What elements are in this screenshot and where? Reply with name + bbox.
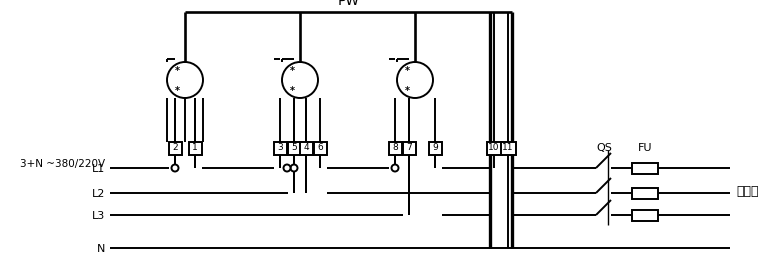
Circle shape (397, 62, 433, 98)
Text: 3+N ~380/220V: 3+N ~380/220V (20, 159, 105, 169)
Bar (403, 141, 416, 154)
Text: N: N (96, 244, 105, 254)
Circle shape (391, 165, 399, 172)
Bar (389, 141, 402, 154)
Bar (189, 141, 202, 154)
Text: 9: 9 (432, 143, 438, 153)
Circle shape (171, 165, 179, 172)
Text: QS: QS (596, 143, 612, 153)
Text: *: * (404, 86, 410, 96)
Text: 8: 8 (392, 143, 398, 153)
Bar (429, 141, 442, 154)
Bar (313, 141, 326, 154)
Text: 10: 10 (488, 143, 500, 153)
Bar (632, 162, 658, 174)
Text: 接负载: 接负载 (736, 185, 759, 198)
Circle shape (167, 62, 203, 98)
Text: L1: L1 (92, 164, 105, 174)
Text: L2: L2 (92, 189, 105, 199)
Text: FU: FU (638, 143, 652, 153)
Text: L3: L3 (92, 211, 105, 221)
Circle shape (290, 165, 297, 172)
Text: 2: 2 (172, 143, 178, 153)
Bar (299, 141, 312, 154)
Text: *: * (290, 86, 294, 96)
Circle shape (282, 62, 318, 98)
Circle shape (283, 165, 290, 172)
Text: 7: 7 (406, 143, 412, 153)
Text: 6: 6 (317, 143, 323, 153)
Bar (632, 210, 658, 221)
Text: 1: 1 (192, 143, 198, 153)
Text: 4: 4 (303, 143, 309, 153)
Text: 11: 11 (502, 143, 513, 153)
Text: PW: PW (338, 0, 360, 8)
Text: 3: 3 (277, 143, 283, 153)
Text: *: * (174, 86, 180, 96)
Text: *: * (290, 66, 294, 76)
Bar (274, 141, 286, 154)
Bar (169, 141, 182, 154)
Text: *: * (404, 66, 410, 76)
Text: *: * (174, 66, 180, 76)
Bar (287, 141, 300, 154)
Text: 5: 5 (291, 143, 297, 153)
Bar (632, 187, 658, 199)
Bar (500, 141, 516, 154)
Bar (487, 141, 501, 154)
